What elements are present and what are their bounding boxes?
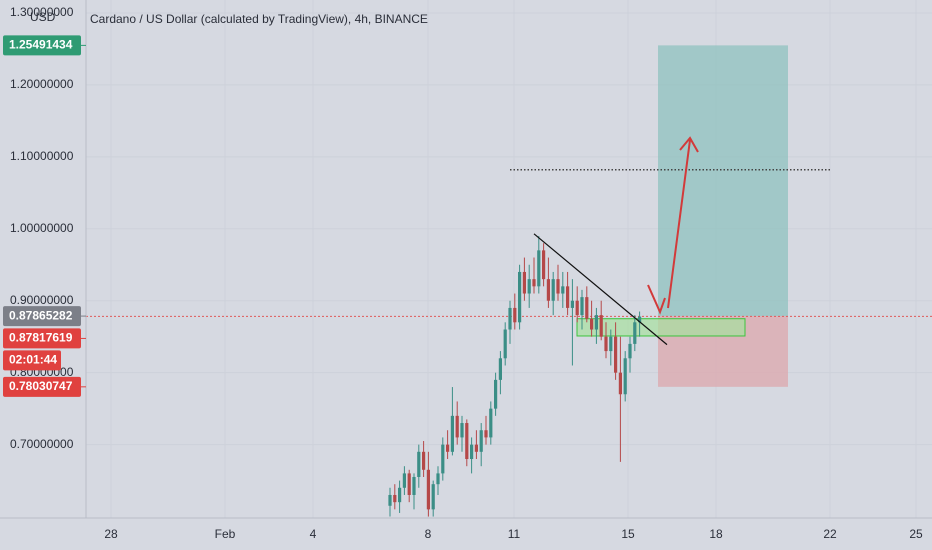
candle-body [474, 444, 478, 452]
candle-body [618, 372, 622, 395]
candle-body [599, 315, 603, 337]
candle-body [566, 286, 570, 308]
current-price-label-bg [3, 328, 81, 349]
candle-body [542, 250, 546, 280]
candle-body [455, 415, 459, 438]
candle-body [470, 444, 474, 460]
candle-body [546, 279, 550, 301]
candle-body [628, 343, 632, 359]
drawings [86, 45, 932, 387]
candle-body [518, 271, 522, 323]
overlay [533, 233, 668, 346]
target-zone [658, 45, 788, 317]
candle-body [522, 271, 526, 294]
y-tick-label: 0.70000000 [10, 437, 74, 451]
candle-body [426, 469, 430, 510]
stop-label-bg [3, 376, 81, 397]
candle-body [446, 444, 450, 452]
target-label-bg [3, 35, 81, 56]
candle-body [489, 408, 493, 438]
x-tick-label: 25 [909, 527, 923, 541]
candle-body [398, 487, 402, 503]
candle-body [450, 415, 454, 452]
candle-body [633, 322, 637, 344]
candle-body [561, 286, 565, 294]
candle-body [537, 250, 541, 287]
candle-body [465, 423, 469, 460]
countdown: 02:01:44 [9, 353, 57, 367]
candle-body [556, 279, 560, 294]
candle-body [623, 358, 627, 395]
arrow-up [667, 136, 699, 309]
candle-body [393, 494, 397, 503]
candle-body [575, 300, 579, 316]
target-label: 1.25491434 [9, 38, 73, 52]
last-price-label-bg [3, 306, 81, 327]
candle-body [638, 316, 642, 323]
support-zone [576, 318, 746, 337]
candle-body [479, 430, 483, 452]
candle-body [570, 300, 574, 308]
x-tick-label: 11 [508, 527, 521, 541]
candle-body [484, 430, 488, 438]
stop-label: 0.78030747 [9, 379, 73, 393]
x-tick-label: 15 [621, 527, 635, 541]
currency: USD [30, 10, 56, 24]
candle-body [498, 358, 502, 380]
x-tick-label: 22 [823, 527, 837, 541]
y-tick-label: 1.10000000 [10, 149, 74, 163]
candle-body [503, 329, 507, 359]
candle-body [604, 336, 608, 352]
y-tick-label: 1.30000000 [10, 5, 74, 19]
candles [388, 235, 642, 517]
candle-body [402, 473, 406, 488]
x-tick-label: Feb [215, 527, 236, 541]
trendline [533, 233, 668, 346]
candle-body [585, 297, 589, 319]
x-tick-label: 4 [310, 527, 317, 541]
last-price-label: 0.87865282 [9, 308, 73, 322]
candle-body [527, 279, 531, 294]
candle-body [551, 279, 555, 301]
candle-body [609, 336, 613, 352]
candle-body [422, 451, 426, 470]
candle-body [532, 279, 536, 287]
candle-body [594, 315, 598, 330]
candle-body [513, 307, 517, 323]
chart-title: Cardano / US Dollar (calculated by Tradi… [90, 12, 428, 26]
countdown-bg [3, 350, 61, 371]
x-tick-label: 8 [425, 527, 432, 541]
candle-body [417, 451, 421, 477]
candle-body [388, 494, 392, 506]
y-tick-label: 0.90000000 [10, 293, 74, 307]
candle-body [407, 473, 411, 495]
candle-body [441, 444, 445, 474]
candle-body [436, 473, 440, 485]
candle-body [590, 318, 594, 330]
current-price-label: 0.87817619 [9, 331, 73, 345]
candle-body [614, 336, 618, 373]
candle-body [494, 379, 498, 409]
candle-body [412, 476, 416, 495]
candle-body [431, 484, 435, 510]
y-tick-label: 1.20000000 [10, 77, 74, 91]
y-tick-label: 1.00000000 [10, 221, 74, 235]
arrow-down [647, 284, 666, 315]
x-tick-label: 18 [709, 527, 723, 541]
candle-body [508, 307, 512, 330]
candle-body [580, 297, 584, 316]
x-tick-label: 28 [104, 527, 118, 541]
candle-body [460, 423, 464, 438]
